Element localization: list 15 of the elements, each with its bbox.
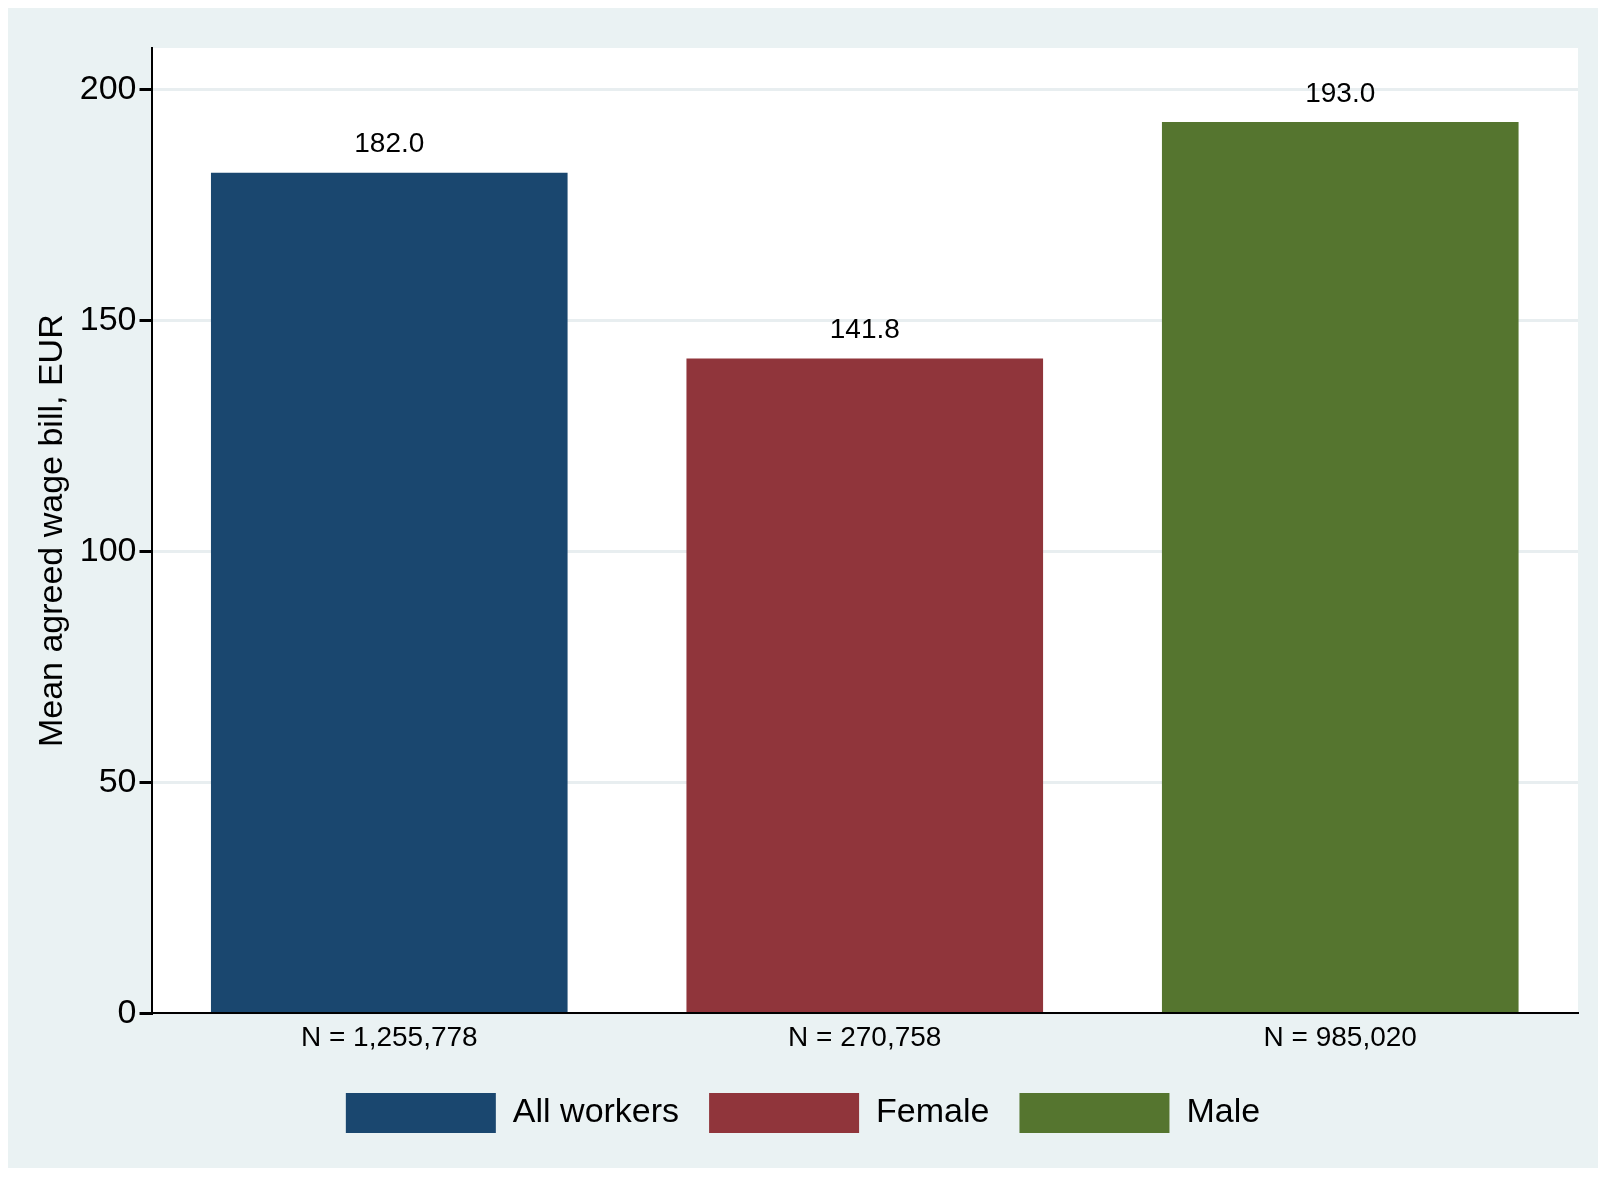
data-label: 141.8	[829, 313, 900, 345]
y-tick-label: 50	[98, 760, 137, 799]
y-tick-label: 100	[79, 529, 137, 568]
y-axis-title: Mean agreed wage bill, EUR	[30, 314, 69, 748]
x-tick-label: N = 985,020	[1263, 1020, 1417, 1052]
x-tick-label: N = 270,758	[788, 1020, 942, 1052]
y-tick-label: 0	[117, 991, 137, 1030]
legend-label: Male	[1186, 1091, 1261, 1130]
data-label: 193.0	[1305, 76, 1376, 108]
x-tick-label: N = 1,255,778	[300, 1020, 478, 1052]
legend-label: Female	[876, 1091, 990, 1130]
y-tick-label: 200	[79, 67, 137, 106]
y-tick-label: 150	[79, 298, 137, 337]
legend-label: All workers	[512, 1091, 680, 1130]
data-label: 182.0	[354, 127, 425, 159]
